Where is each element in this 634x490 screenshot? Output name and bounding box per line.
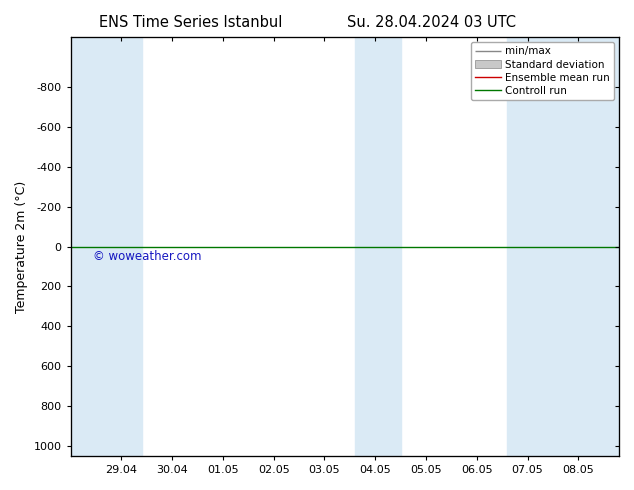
Text: Su. 28.04.2024 03 UTC: Su. 28.04.2024 03 UTC xyxy=(347,15,515,30)
Y-axis label: Temperature 2m (°C): Temperature 2m (°C) xyxy=(15,180,28,313)
Text: ENS Time Series Istanbul: ENS Time Series Istanbul xyxy=(98,15,282,30)
Legend: min/max, Standard deviation, Ensemble mean run, Controll run: min/max, Standard deviation, Ensemble me… xyxy=(470,42,614,100)
Bar xyxy=(507,37,619,456)
Bar xyxy=(70,37,141,456)
Text: © woweather.com: © woweather.com xyxy=(93,250,201,264)
Bar xyxy=(355,37,401,456)
